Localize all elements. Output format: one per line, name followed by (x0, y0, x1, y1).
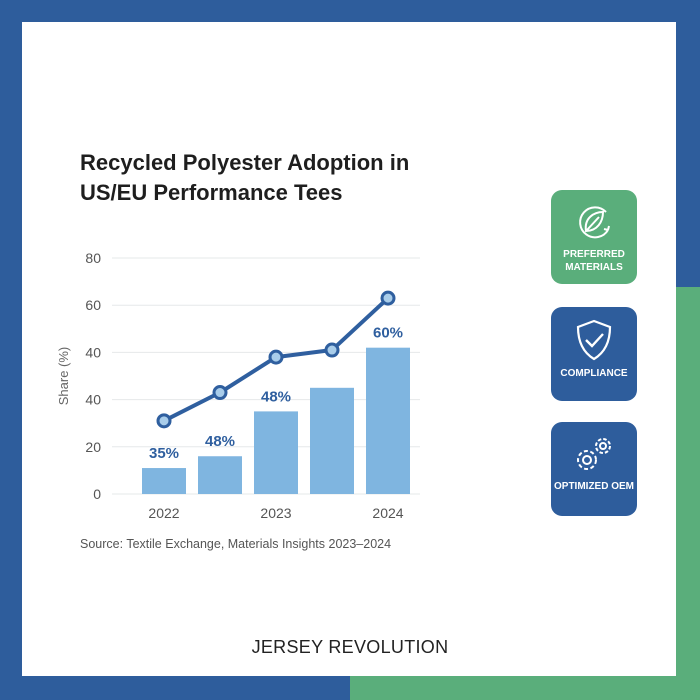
source-note: Source: Textile Exchange, Materials Insi… (80, 537, 392, 551)
x-tick-label: 2022 (148, 505, 179, 521)
bar (310, 387, 354, 494)
badge-label: OPTIMIZED OEM (554, 481, 634, 492)
line-point (268, 349, 284, 365)
data-label: 35% (149, 445, 179, 462)
badge-compliance: COMPLIANCE (551, 307, 637, 401)
bar (198, 456, 242, 494)
line-point (212, 385, 228, 401)
y-tick-label: 80 (85, 250, 101, 266)
line-point (324, 342, 340, 358)
badge-optimized-oem: OPTIMIZED OEM (551, 422, 637, 516)
y-tick-label: 20 (85, 439, 101, 455)
gears-icon (577, 438, 611, 470)
data-label: 48% (205, 433, 235, 450)
bar (366, 347, 410, 494)
brand-footer: JERSEY REVOLUTION (251, 637, 449, 657)
badge-preferred-materials: PREFERRED MATERIALS (551, 190, 637, 284)
y-tick-label: 40 (85, 344, 101, 360)
frame-green-right (676, 287, 700, 700)
y-tick-label: 40 (85, 392, 101, 408)
data-label: 60% (373, 325, 403, 342)
y-tick-label: 0 (93, 486, 101, 502)
chart-title: Recycled Polyester Adoption in US/EU Per… (80, 150, 410, 205)
x-tick-label: 2024 (372, 505, 403, 521)
y-tick-label: 60 (85, 297, 101, 313)
leaf-recycle-icon (579, 206, 610, 239)
shield-check-icon (576, 319, 612, 361)
line-point (380, 290, 396, 306)
badge-label: PREFERRED MATERIALS (563, 249, 625, 273)
frame-green-bottom (350, 676, 700, 700)
badge-label: COMPLIANCE (560, 368, 628, 379)
bar (254, 411, 298, 494)
bar (142, 468, 186, 494)
line-point (156, 413, 172, 429)
y-axis-label: Share (%) (56, 347, 71, 406)
data-label: 48% (261, 388, 291, 405)
x-tick-label: 2023 (260, 505, 291, 521)
